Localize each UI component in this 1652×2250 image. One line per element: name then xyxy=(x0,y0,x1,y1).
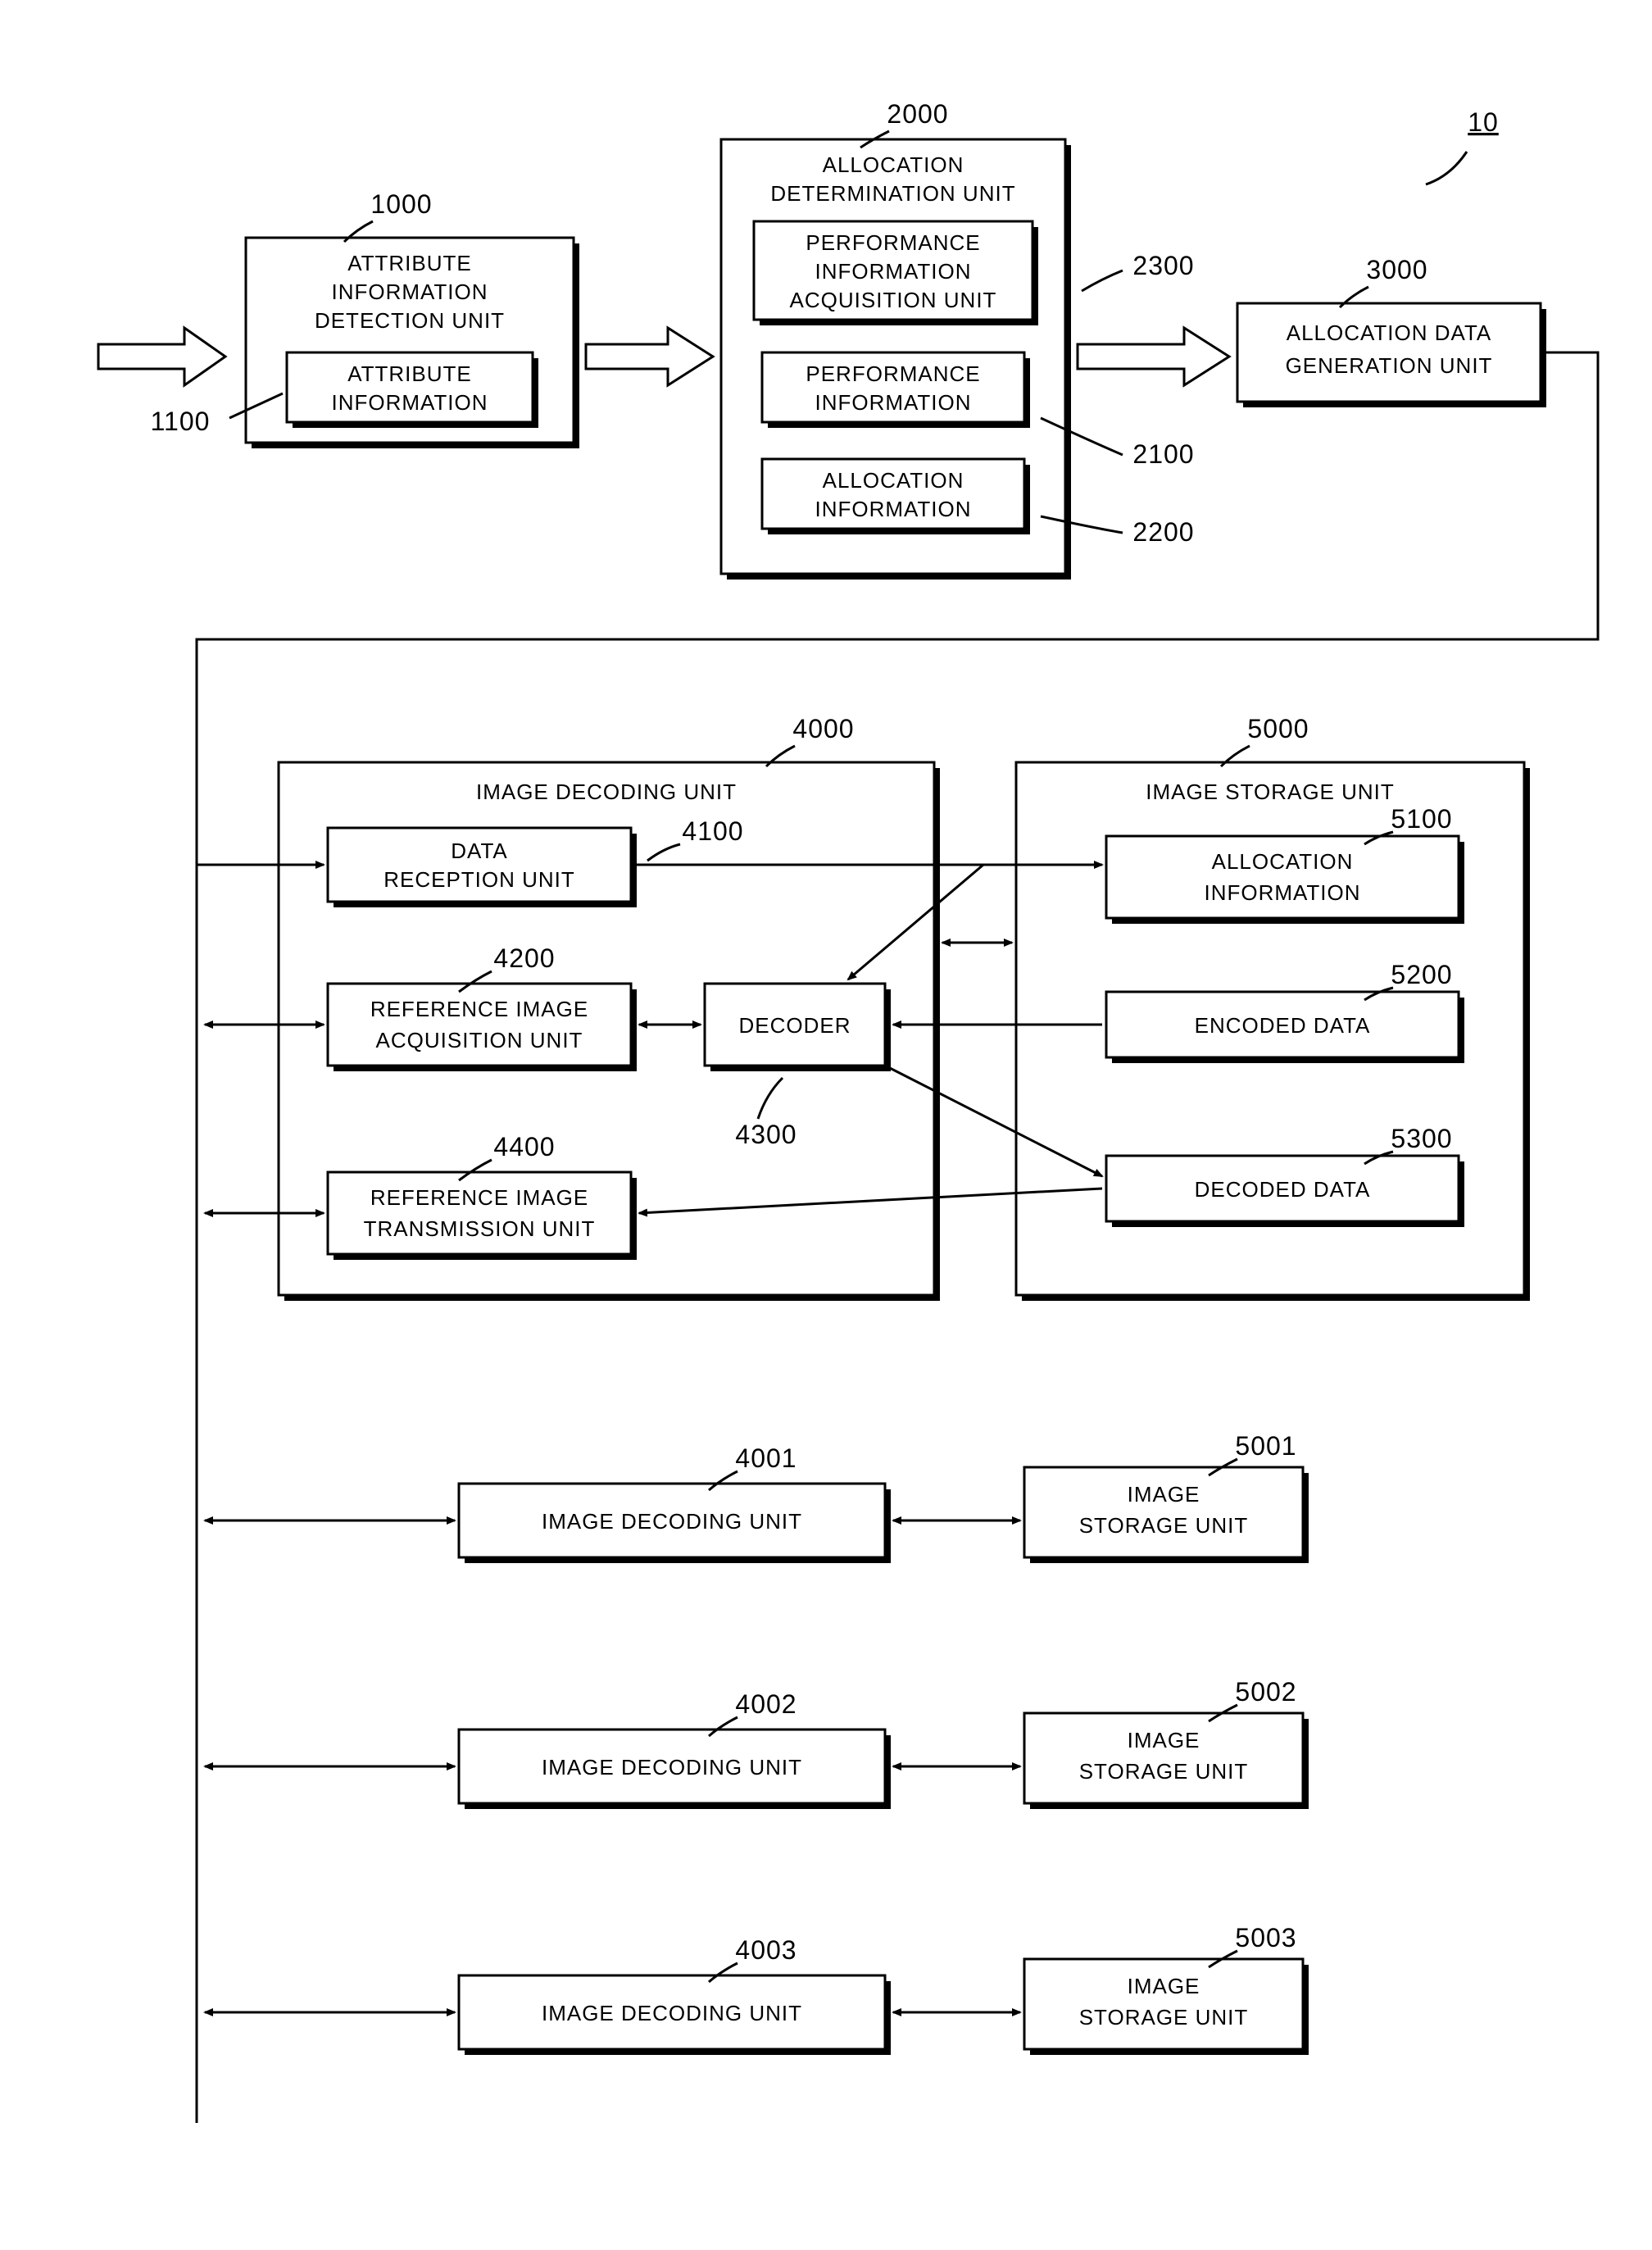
svg-text:ENCODED DATA: ENCODED DATA xyxy=(1195,1013,1371,1038)
svg-text:IMAGE DECODING UNIT: IMAGE DECODING UNIT xyxy=(542,1755,802,1780)
svg-text:DETECTION UNIT: DETECTION UNIT xyxy=(315,308,505,333)
svg-text:2200: 2200 xyxy=(1132,517,1194,547)
svg-text:GENERATION UNIT: GENERATION UNIT xyxy=(1286,353,1493,378)
svg-text:DATA: DATA xyxy=(451,839,507,863)
svg-text:4100: 4100 xyxy=(682,816,743,846)
svg-text:4001: 4001 xyxy=(735,1443,796,1473)
svg-text:INFORMATION: INFORMATION xyxy=(815,259,971,284)
svg-text:STORAGE UNIT: STORAGE UNIT xyxy=(1079,1513,1249,1538)
attribute-information: ATTRIBUTE INFORMATION 1100 xyxy=(151,352,538,436)
svg-text:5200: 5200 xyxy=(1391,960,1452,989)
svg-text:INFORMATION: INFORMATION xyxy=(331,280,488,304)
arrow-2000-3000 xyxy=(1078,328,1229,385)
svg-text:5002: 5002 xyxy=(1235,1677,1296,1707)
svg-text:TRANSMISSION UNIT: TRANSMISSION UNIT xyxy=(364,1216,596,1241)
svg-text:4300: 4300 xyxy=(735,1120,796,1149)
image-decoding-unit-4001: IMAGE DECODING UNIT 4001 xyxy=(459,1443,891,1563)
svg-text:5100: 5100 xyxy=(1391,804,1452,834)
svg-text:2000: 2000 xyxy=(887,99,948,129)
input-arrow xyxy=(98,328,225,385)
svg-text:REFERENCE IMAGE: REFERENCE IMAGE xyxy=(370,1185,588,1210)
svg-text:STORAGE UNIT: STORAGE UNIT xyxy=(1079,1759,1249,1784)
svg-text:3000: 3000 xyxy=(1366,255,1427,284)
svg-text:5001: 5001 xyxy=(1235,1431,1296,1461)
image-decoding-unit-4002: IMAGE DECODING UNIT 4002 xyxy=(459,1689,891,1809)
svg-text:DETERMINATION UNIT: DETERMINATION UNIT xyxy=(770,181,1015,206)
svg-text:DECODER: DECODER xyxy=(738,1013,851,1038)
svg-text:ATTRIBUTE: ATTRIBUTE xyxy=(347,361,472,386)
image-decoding-unit-4003: IMAGE DECODING UNIT 4003 xyxy=(459,1935,891,2055)
svg-text:1000: 1000 xyxy=(370,189,432,219)
svg-text:IMAGE: IMAGE xyxy=(1128,1728,1200,1752)
allocation-information-2200: ALLOCATION INFORMATION 2200 xyxy=(762,459,1195,547)
svg-text:INFORMATION: INFORMATION xyxy=(331,390,488,415)
svg-text:ALLOCATION: ALLOCATION xyxy=(823,152,964,177)
svg-text:DECODED DATA: DECODED DATA xyxy=(1195,1177,1371,1202)
image-storage-unit-5003: IMAGE STORAGE UNIT 5003 xyxy=(1024,1923,1309,2055)
svg-text:INFORMATION: INFORMATION xyxy=(1204,880,1360,905)
svg-text:5000: 5000 xyxy=(1247,714,1309,743)
svg-text:10: 10 xyxy=(1468,107,1499,137)
svg-text:4000: 4000 xyxy=(792,714,854,743)
system-label: 10 xyxy=(1426,107,1499,184)
svg-text:REFERENCE IMAGE: REFERENCE IMAGE xyxy=(370,997,588,1021)
svg-text:ALLOCATION DATA: ALLOCATION DATA xyxy=(1287,320,1492,345)
svg-text:IMAGE: IMAGE xyxy=(1128,1482,1200,1507)
svg-text:IMAGE DECODING UNIT: IMAGE DECODING UNIT xyxy=(476,780,737,804)
svg-text:IMAGE DECODING UNIT: IMAGE DECODING UNIT xyxy=(542,1509,802,1534)
svg-text:RECEPTION UNIT: RECEPTION UNIT xyxy=(384,867,575,892)
svg-text:5003: 5003 xyxy=(1235,1923,1296,1952)
svg-text:IMAGE STORAGE UNIT: IMAGE STORAGE UNIT xyxy=(1146,780,1395,804)
svg-text:4003: 4003 xyxy=(735,1935,796,1965)
svg-text:4002: 4002 xyxy=(735,1689,796,1719)
svg-text:PERFORMANCE: PERFORMANCE xyxy=(806,230,980,255)
svg-text:2300: 2300 xyxy=(1132,251,1194,280)
svg-text:IMAGE DECODING UNIT: IMAGE DECODING UNIT xyxy=(542,2001,802,2025)
svg-text:ATTRIBUTE: ATTRIBUTE xyxy=(347,251,472,275)
svg-text:1100: 1100 xyxy=(151,407,211,436)
svg-text:4400: 4400 xyxy=(493,1132,555,1161)
svg-text:4200: 4200 xyxy=(493,943,555,973)
performance-acquisition-unit: PERFORMANCE INFORMATION ACQUISITION UNIT… xyxy=(754,221,1195,325)
arrow-1000-2000 xyxy=(586,328,713,385)
svg-text:IMAGE: IMAGE xyxy=(1128,1974,1200,1998)
svg-text:ALLOCATION: ALLOCATION xyxy=(1212,849,1354,874)
block-diagram: 10 ATTRIBUTE INFORMATION DETECTION UNIT … xyxy=(0,0,1652,2246)
svg-text:INFORMATION: INFORMATION xyxy=(815,390,971,415)
image-storage-unit-5001: IMAGE STORAGE UNIT 5001 xyxy=(1024,1431,1309,1563)
svg-text:5300: 5300 xyxy=(1391,1124,1452,1153)
svg-text:STORAGE UNIT: STORAGE UNIT xyxy=(1079,2005,1249,2030)
svg-text:ACQUISITION UNIT: ACQUISITION UNIT xyxy=(376,1028,583,1052)
allocation-data-generation-unit: ALLOCATION DATA GENERATION UNIT 3000 xyxy=(1237,255,1546,407)
svg-text:ACQUISITION UNIT: ACQUISITION UNIT xyxy=(790,288,997,312)
svg-text:INFORMATION: INFORMATION xyxy=(815,497,971,521)
image-storage-unit-5002: IMAGE STORAGE UNIT 5002 xyxy=(1024,1677,1309,1809)
svg-text:PERFORMANCE: PERFORMANCE xyxy=(806,361,980,386)
svg-text:ALLOCATION: ALLOCATION xyxy=(823,468,964,493)
svg-text:2100: 2100 xyxy=(1132,439,1194,469)
